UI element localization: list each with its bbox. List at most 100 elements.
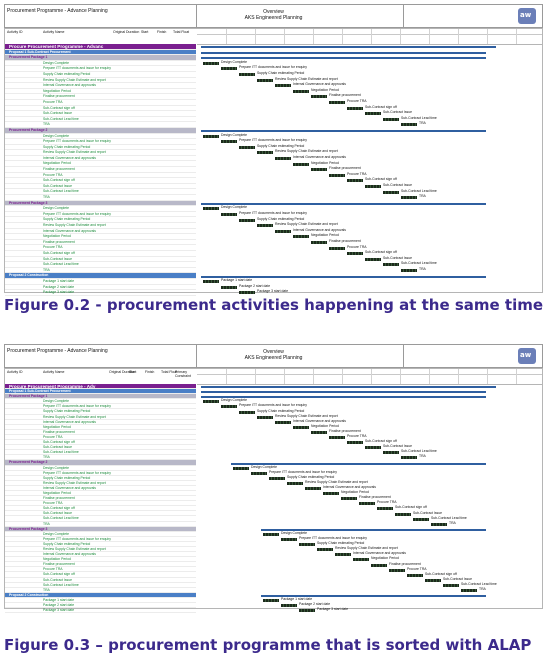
group-row[interactable]: Procurement Package 1 bbox=[5, 55, 196, 61]
activity-row[interactable]: Sub-Contract sign off bbox=[5, 178, 196, 184]
activity-row[interactable]: Design Complete bbox=[5, 134, 196, 140]
group-row[interactable]: Procurement Package 2 bbox=[5, 460, 196, 466]
activity-row[interactable]: Review Supply Chain Estimate and report bbox=[5, 547, 196, 553]
activity-row[interactable]: Design Complete bbox=[5, 206, 196, 212]
activity-row[interactable]: Negotiation Period bbox=[5, 161, 196, 168]
bar-label: Internal Governance and approvals bbox=[353, 551, 406, 556]
activity-row[interactable]: Review Supply Chain Estimate and report bbox=[5, 78, 196, 84]
activity-row[interactable]: Prepare ITT documents and issue for enqu… bbox=[5, 139, 196, 145]
activity-row[interactable]: Negotiation Period bbox=[5, 557, 196, 563]
activity-row[interactable]: Sub-Contract sign off bbox=[5, 572, 196, 578]
overview-label: Overview bbox=[263, 9, 284, 15]
activity-row[interactable]: Internal Governance and approvals bbox=[5, 83, 196, 89]
activity-row[interactable]: Negotiation Period bbox=[5, 89, 196, 95]
activity-row[interactable]: Design Complete bbox=[5, 61, 196, 67]
task-bar bbox=[269, 476, 285, 480]
title-row[interactable]: Procure Procurement Programme - Adv bbox=[5, 384, 196, 390]
activity-row[interactable]: Package 2 start date bbox=[5, 603, 196, 609]
activity-name: Sub-Contract Issue bbox=[43, 511, 73, 516]
activity-name: Package 2 start date bbox=[43, 603, 75, 608]
activity-row[interactable]: Package 1 start date bbox=[5, 279, 196, 285]
activity-row[interactable]: TRA bbox=[5, 122, 196, 128]
activity-row[interactable]: Review Supply Chain Estimate and report bbox=[5, 415, 196, 420]
activity-row[interactable]: Sub-Contract sign off bbox=[5, 106, 196, 112]
activity-row[interactable]: Finalise procurement bbox=[5, 167, 196, 173]
header-divider bbox=[403, 5, 404, 27]
activity-row[interactable]: Prepare ITT documents and issue for enqu… bbox=[5, 537, 196, 542]
activity-row[interactable]: Procure TRA bbox=[5, 173, 196, 179]
activity-row[interactable]: Internal Governance and approvals bbox=[5, 229, 196, 235]
activity-row[interactable]: Negotiation Period bbox=[5, 491, 196, 497]
proposal-row[interactable]: Proposal 1 Sub-Contract Procurement bbox=[5, 49, 196, 56]
activity-row[interactable]: Sub-Contract Issue bbox=[5, 184, 196, 190]
activity-row[interactable]: Sub-Contract Lead time bbox=[5, 583, 196, 588]
activity-row[interactable]: Finalise procurement bbox=[5, 94, 196, 100]
title-row[interactable]: Procure Procurement Programme - Advanc bbox=[5, 44, 196, 50]
activity-row[interactable]: TRA bbox=[5, 268, 196, 274]
bar-label: Sub-Contract Lead time bbox=[401, 188, 437, 193]
group-row[interactable]: Procurement Package 3 bbox=[5, 526, 196, 532]
activity-row[interactable]: Sub-Contract Issue bbox=[5, 111, 196, 117]
activity-row[interactable]: Negotiation Period bbox=[5, 234, 196, 240]
timeline-tick bbox=[226, 369, 227, 384]
activity-row[interactable]: Supply Chain estimating Period bbox=[5, 476, 196, 481]
activity-row[interactable]: Package 2 start date bbox=[5, 285, 196, 291]
activity-row[interactable]: Internal Governance and approvals bbox=[5, 156, 196, 162]
activity-row[interactable]: Internal Governance and approvals bbox=[5, 420, 196, 425]
activity-row[interactable]: Procure TRA bbox=[5, 100, 196, 106]
group-row[interactable]: Procurement Package 3 bbox=[5, 200, 196, 207]
activity-row[interactable]: Prepare ITT documents and issue for enqu… bbox=[5, 212, 196, 218]
activity-row[interactable]: Procure TRA bbox=[5, 245, 196, 251]
activity-row[interactable]: Supply Chain estimating Period bbox=[5, 72, 196, 78]
activity-row[interactable]: Sub-Contract Issue bbox=[5, 445, 196, 451]
activity-row[interactable]: Procure TRA bbox=[5, 567, 196, 573]
activity-row[interactable]: Design Complete bbox=[5, 532, 196, 537]
group-row[interactable]: Procurement Package 2 bbox=[5, 127, 196, 134]
activity-row[interactable]: Package 3 start date bbox=[5, 608, 196, 614]
activity-row[interactable]: Package 1 start date bbox=[5, 598, 196, 604]
activity-row[interactable]: Internal Governance and approvals bbox=[5, 552, 196, 558]
activity-row[interactable]: Sub-Contract Issue bbox=[5, 511, 196, 517]
activity-row[interactable]: Design Complete bbox=[5, 399, 196, 405]
activity-row[interactable]: TRA bbox=[5, 195, 196, 201]
activity-row[interactable]: Package 3 start date bbox=[5, 290, 196, 296]
activity-row[interactable]: Prepare ITT documents and issue for enqu… bbox=[5, 66, 196, 72]
activity-row[interactable]: Review Supply Chain Estimate and report bbox=[5, 481, 196, 486]
activity-row[interactable]: Sub-Contract sign off bbox=[5, 251, 196, 257]
activity-row[interactable]: Procure TRA bbox=[5, 501, 196, 507]
proposal-row[interactable]: Proposal 1 Sub-Contract Procurement bbox=[5, 389, 196, 395]
activity-row[interactable]: Finalise procurement bbox=[5, 240, 196, 246]
activity-row[interactable]: TRA bbox=[5, 455, 196, 461]
activity-row[interactable]: Sub-Contract Lead time bbox=[5, 516, 196, 522]
activity-row[interactable]: Supply Chain estimating Period bbox=[5, 409, 196, 415]
activity-row[interactable]: Sub-Contract sign off bbox=[5, 440, 196, 446]
activity-row[interactable]: TRA bbox=[5, 588, 196, 593]
activity-row[interactable]: Negotiation Period bbox=[5, 425, 196, 430]
activity-row[interactable]: Internal Governance and approvals bbox=[5, 486, 196, 491]
activity-row[interactable]: Finalise procurement bbox=[5, 562, 196, 568]
activity-row[interactable]: Sub-Contract Lead time bbox=[5, 450, 196, 456]
activity-row[interactable]: Prepare ITT documents and issue for enqu… bbox=[5, 471, 196, 476]
activity-row[interactable]: Supply Chain estimating Period bbox=[5, 217, 196, 223]
activity-row[interactable]: Review Supply Chain Estimate and report bbox=[5, 150, 196, 156]
activity-row[interactable]: Sub-Contract Lead time bbox=[5, 117, 196, 123]
group-row[interactable]: Procurement Package 1 bbox=[5, 394, 196, 400]
activity-row[interactable]: Sub-Contract Lead time bbox=[5, 262, 196, 268]
task-bar bbox=[239, 145, 255, 149]
activity-row[interactable]: Sub-Contract Issue bbox=[5, 257, 196, 263]
activity-row[interactable]: Finalise procurement bbox=[5, 430, 196, 435]
proposal-row[interactable]: Proposal 2 Construction bbox=[5, 592, 196, 598]
activity-row[interactable]: Supply Chain estimating Period bbox=[5, 542, 196, 547]
task-bar bbox=[335, 553, 351, 557]
activity-row[interactable]: Design Complete bbox=[5, 466, 196, 471]
activity-row[interactable]: Finalise procurement bbox=[5, 496, 196, 502]
activity-row[interactable]: Prepare ITT documents and issue for enqu… bbox=[5, 404, 196, 410]
activity-row[interactable]: Review Supply Chain Estimate and report bbox=[5, 223, 196, 229]
activity-row[interactable]: Supply Chain estimating Period bbox=[5, 145, 196, 151]
activity-row[interactable]: Procure TRA bbox=[5, 435, 196, 441]
activity-row[interactable]: TRA bbox=[5, 522, 196, 527]
activity-row[interactable]: Sub-Contract Issue bbox=[5, 578, 196, 583]
proposal-row[interactable]: Proposal 2 Construction bbox=[5, 273, 196, 279]
activity-row[interactable]: Sub-Contract sign off bbox=[5, 506, 196, 512]
activity-row[interactable]: Sub-Contract Lead time bbox=[5, 189, 196, 196]
